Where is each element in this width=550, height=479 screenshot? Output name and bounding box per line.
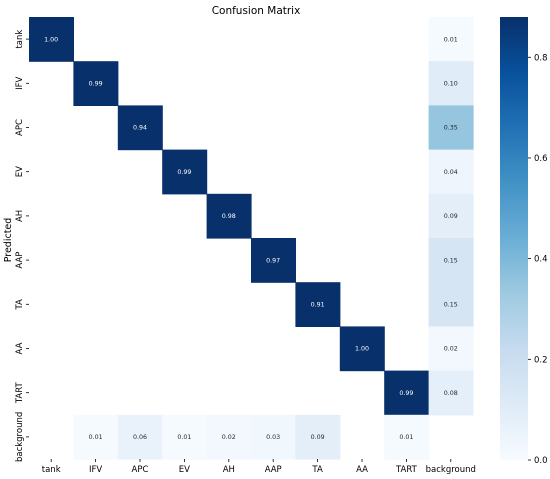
heatmap-cell	[428, 238, 474, 283]
y-tick-label: AA	[15, 342, 25, 354]
cell-value-label: 0.15	[444, 257, 458, 264]
heatmap-cell	[117, 414, 163, 460]
y-tick-label: TART	[15, 381, 25, 404]
heatmap-cell	[428, 193, 474, 239]
cell-value-label: 0.01	[177, 434, 191, 441]
heatmap-cell	[428, 370, 474, 416]
cell-value-label: 0.99	[177, 169, 191, 176]
heatmap-cell	[117, 105, 163, 151]
cell-value-label: 0.02	[444, 346, 458, 353]
cell-value-label: 0.01	[399, 434, 413, 441]
heatmap-cell	[29, 17, 74, 62]
cell-value-label: 1.00	[44, 36, 58, 43]
cell-value-label: 0.10	[444, 81, 458, 88]
cell-value-label: 0.98	[222, 213, 236, 220]
chart-title: Confusion Matrix	[212, 5, 301, 17]
heatmap-cell	[295, 414, 341, 460]
heatmap-cell	[73, 414, 119, 460]
heatmap-cell	[251, 238, 296, 283]
cell-value-label: 0.91	[311, 302, 325, 309]
x-tick-label: EV	[179, 465, 190, 475]
cell-value-label: 0.15	[444, 302, 458, 309]
x-tick-label: AAP	[265, 465, 282, 475]
colorbar-tick-label: 0.4	[534, 255, 548, 265]
y-tick-label: TA	[15, 299, 25, 311]
heatmap-cell	[428, 326, 474, 372]
cell-value-label: 0.35	[444, 125, 458, 132]
x-tick-label: IFV	[89, 465, 102, 475]
y-axis-label: Predicted	[3, 218, 14, 263]
heatmap-cell	[428, 61, 474, 106]
colorbar-gradient	[500, 17, 528, 460]
colorbar-tick-label: 0.2	[534, 355, 548, 365]
heatmap-cell	[384, 370, 430, 416]
heatmap-cell	[295, 282, 341, 327]
x-tick-label: AA	[356, 465, 368, 475]
y-tick-label: IFV	[15, 77, 25, 90]
cell-value-label: 0.99	[89, 81, 103, 88]
x-tick-labels: tank IFV APC EV AH AAP TA AA TART background	[42, 459, 476, 475]
heatmap-grid: 1.00 0.01 0.99 0.10 0.94 0.35 0.99 0.04 0.98 0.09…	[29, 17, 474, 460]
heatmap-cell	[428, 17, 474, 62]
colorbar-tick-label: 0.8	[534, 53, 548, 63]
heatmap-cell	[428, 105, 474, 151]
y-tick-label: EV	[15, 166, 25, 177]
heatmap-cell	[251, 414, 296, 460]
cell-value-label: 0.04	[444, 169, 458, 176]
y-tick-labels: tank IFV APC EV AH AAP TA AA TART background	[15, 30, 29, 462]
cell-value-label: 0.01	[444, 36, 458, 43]
heatmap-cell	[384, 414, 430, 460]
cell-value-label: 0.09	[311, 434, 325, 441]
x-tick-label: AH	[223, 465, 235, 475]
x-tick-label: tank	[42, 465, 61, 475]
cell-value-label: 0.97	[266, 257, 280, 264]
heatmap-cell	[339, 326, 385, 372]
heatmap-cell	[428, 282, 474, 327]
colorbar-tick-label: 0.6	[534, 154, 548, 164]
heatmap-cell	[206, 414, 252, 460]
y-tick-label: AH	[15, 210, 25, 222]
cell-value-label: 0.03	[266, 434, 280, 441]
heatmap-cell	[73, 61, 119, 106]
heatmap-cell	[428, 149, 474, 195]
x-tick-label: TART	[395, 465, 418, 475]
x-tick-label: background	[426, 465, 476, 475]
cell-value-label: 0.02	[222, 434, 236, 441]
colorbar-tick-label: 0.0	[534, 456, 548, 466]
cell-value-label: 0.09	[444, 213, 458, 220]
heatmap-cell	[162, 149, 208, 195]
x-tick-label: TA	[311, 465, 323, 475]
x-tick-label: APC	[132, 465, 149, 475]
heatmap-cell	[162, 414, 208, 460]
cell-value-label: 0.99	[399, 390, 413, 397]
heatmap-cell	[206, 193, 252, 239]
colorbar: 0.0 0.2 0.4 0.6 0.8	[500, 17, 548, 466]
y-tick-label: AAP	[15, 252, 25, 269]
y-tick-label: background	[15, 412, 25, 462]
y-tick-label: APC	[15, 119, 25, 136]
cell-value-label: 1.00	[355, 346, 369, 353]
cell-value-label: 0.01	[89, 434, 103, 441]
cell-value-label: 0.06	[133, 434, 147, 441]
y-tick-label: tank	[15, 30, 25, 49]
cell-value-label: 0.94	[133, 125, 147, 132]
cell-value-label: 0.08	[444, 390, 458, 397]
